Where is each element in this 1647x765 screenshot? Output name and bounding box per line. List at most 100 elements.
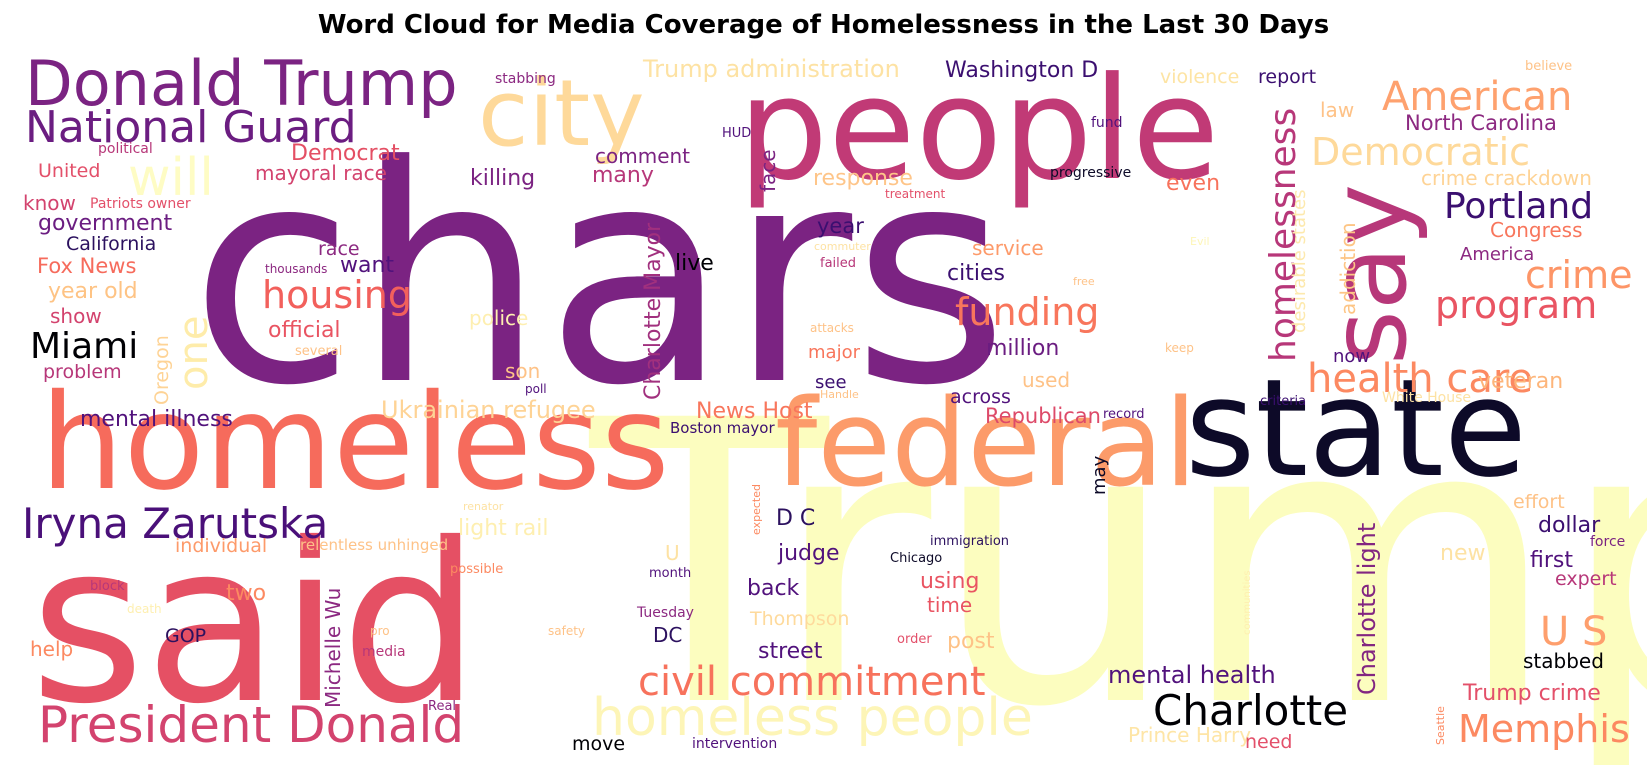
word-u-s: U S — [1540, 609, 1607, 655]
word-believe: believe — [1525, 59, 1572, 74]
word-thousands: thousands — [265, 262, 327, 276]
word-pro: pro — [370, 624, 390, 638]
word-live: live — [675, 251, 714, 276]
word-death: death — [127, 602, 162, 616]
word-homeless: homeless — [40, 366, 670, 520]
word-possible: possible — [450, 562, 503, 577]
word-oregon: Oregon — [151, 335, 173, 405]
word-program: program — [1435, 283, 1597, 327]
word-official: official — [268, 318, 341, 343]
word-hud: HUD — [722, 126, 751, 141]
word-fund: fund — [1091, 115, 1123, 131]
word-new: new — [1440, 541, 1485, 566]
word-michelle-wu: Michelle Wu — [321, 588, 345, 708]
word-washington-d: Washington D — [945, 58, 1098, 83]
word-will: will — [128, 148, 214, 208]
word-media: media — [362, 644, 406, 660]
word-year-old: year old — [48, 279, 138, 304]
word-fox-news: Fox News — [37, 254, 136, 278]
word-state: state — [1185, 350, 1527, 507]
word-report: report — [1258, 66, 1316, 88]
word-million: million — [986, 336, 1059, 361]
word-expert: expert — [1555, 568, 1617, 590]
word-light-rail: light rail — [458, 516, 549, 541]
word-evil: Evil — [1190, 235, 1210, 248]
word-commuter: commuter — [814, 240, 871, 253]
word-see: see — [815, 372, 847, 393]
word-son: son — [505, 359, 540, 383]
word-trump-crime: Trump crime — [1462, 681, 1601, 706]
word-force: force — [1590, 534, 1625, 550]
word-charlotte-mayor: Charlotte Mayor — [641, 222, 666, 400]
word-tuesday: Tuesday — [636, 605, 694, 621]
word-crime-crackdown: crime crackdown — [1421, 166, 1592, 190]
word-immigration: immigration — [930, 534, 1009, 549]
word-judge: judge — [777, 541, 840, 566]
word-homelessness: homelessness — [1263, 108, 1304, 362]
word-republican: Republican — [985, 404, 1101, 428]
word-donald-trump: Donald Trump — [25, 47, 458, 120]
word-d-c: D C — [776, 506, 815, 531]
word-veteran: veteran — [1478, 369, 1563, 394]
word-back: back — [747, 576, 800, 601]
word-housing: housing — [262, 273, 412, 317]
word-funding: funding — [955, 290, 1099, 334]
word-law: law — [1320, 98, 1354, 122]
word-chicago: Chicago — [890, 551, 942, 566]
word-america: America — [1460, 244, 1534, 265]
word-president-donald: President Donald — [38, 696, 464, 754]
word-used: used — [1022, 368, 1070, 392]
word-portland: Portland — [1444, 186, 1593, 227]
word-federal: federal — [775, 375, 1197, 514]
word-poll: poll — [525, 382, 547, 396]
word-expected: expected — [750, 484, 763, 535]
word-individual: individual — [175, 535, 267, 557]
word-renator: renator — [463, 500, 504, 513]
word-civil-commitment: civil commitment — [638, 659, 986, 705]
word-california: California — [66, 233, 156, 255]
word-patriots-owner: Patriots owner — [90, 196, 191, 212]
word-post: post — [947, 629, 995, 654]
word-trump: Trump — [584, 338, 1647, 765]
word-first: first — [1530, 548, 1573, 573]
word-prince-harry: Prince Harry — [1128, 723, 1251, 747]
word-many: many — [592, 163, 654, 188]
word-face: face — [756, 149, 780, 192]
word-american: American — [1382, 74, 1572, 120]
word-thompson: Thompson — [749, 608, 849, 630]
word-mental-illness: mental illness — [80, 407, 233, 432]
word-response: response — [813, 166, 913, 191]
word-boston-mayor: Boston mayor — [670, 419, 775, 437]
word-relentless-unhinged: relentless unhinged — [300, 536, 448, 554]
word-know: know — [23, 191, 76, 215]
word-may: may — [1089, 455, 1110, 495]
word-criteria: criteria — [1260, 394, 1306, 409]
word-street: street — [758, 639, 823, 664]
word-now: now — [1333, 346, 1370, 367]
word-real: Real — [428, 699, 456, 714]
word-gop: GOP — [165, 625, 206, 647]
word-effort: effort — [1513, 491, 1565, 513]
word-u: U — [665, 541, 680, 565]
word-democrat: Democrat — [291, 141, 400, 166]
word-service: service — [972, 236, 1044, 260]
word-mayoral-race: mayoral race — [255, 161, 387, 185]
word-people: people — [738, 47, 1219, 212]
word-comment: comment — [595, 144, 690, 168]
word-dc: DC — [653, 623, 682, 647]
word-violence: violence — [1160, 66, 1239, 88]
word-killing: killing — [470, 166, 535, 191]
word-seattle: Seattle — [1434, 706, 1447, 745]
word-problem: problem — [43, 361, 122, 383]
word-year: year — [817, 214, 864, 238]
word-ukrainian-refugee: Ukrainian refugee — [381, 396, 596, 424]
word-handle: Handle — [820, 388, 859, 401]
word-chars: chars — [190, 102, 1009, 451]
word-news-host: News Host — [696, 399, 813, 424]
word-united: United — [38, 160, 100, 182]
word-failed: failed — [820, 256, 856, 271]
word-trump-administration: Trump administration — [642, 55, 900, 83]
word-need: need — [1245, 731, 1292, 753]
word-major: major — [808, 342, 861, 363]
word-democratic: Democratic — [1311, 130, 1530, 174]
